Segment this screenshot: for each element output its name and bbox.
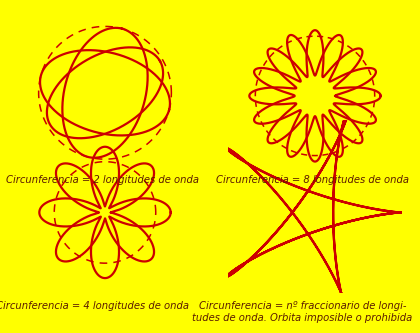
Text: Circunferencia = 4 longitudes de onda: Circunferencia = 4 longitudes de onda xyxy=(0,301,189,311)
Text: Circunferencia = 2 longitudes de onda: Circunferencia = 2 longitudes de onda xyxy=(6,175,200,185)
Text: Circunferencia = 8 longitudes de onda: Circunferencia = 8 longitudes de onda xyxy=(216,175,410,185)
Text: Circunferencia = nº fraccionario de longi-
tudes de onda. Orbita imposible o pro: Circunferencia = nº fraccionario de long… xyxy=(192,301,412,323)
